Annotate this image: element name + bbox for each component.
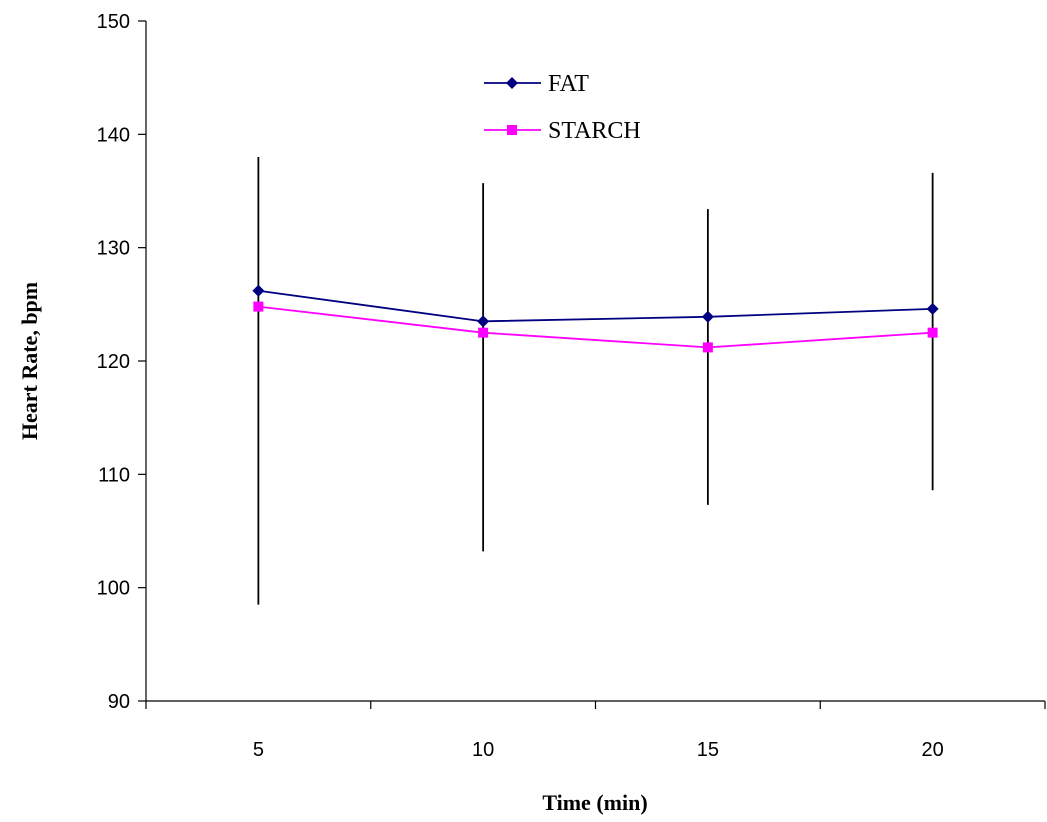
point-fat xyxy=(252,284,265,297)
y-tick-label: 140 xyxy=(97,124,130,146)
series-line-starch xyxy=(258,305,933,349)
point-starch xyxy=(253,301,264,312)
legend-label-fat: FAT xyxy=(548,71,589,97)
point-fat xyxy=(926,302,939,315)
point-starch xyxy=(702,342,713,353)
y-tick-label: 130 xyxy=(97,238,130,260)
legend-marker-starch xyxy=(507,125,517,135)
series-lines xyxy=(258,289,933,349)
x-tick-label: 15 xyxy=(697,739,719,761)
x-tick-label: 10 xyxy=(472,739,494,761)
point-fat xyxy=(477,315,490,328)
point-starch xyxy=(478,327,489,338)
x-axis-title: Time (min) xyxy=(542,790,647,815)
error-bars xyxy=(257,157,934,605)
y-tick-label: 120 xyxy=(97,351,130,373)
series-markers xyxy=(252,284,939,353)
axes xyxy=(138,20,1046,709)
legend-marker-fat xyxy=(506,77,518,89)
legend-label-starch: STARCH xyxy=(548,118,641,144)
point-starch xyxy=(927,327,938,338)
point-fat xyxy=(701,310,714,323)
y-tick-label: 110 xyxy=(98,464,130,486)
legend: FAT STARCH xyxy=(484,71,641,144)
series-line-fat xyxy=(258,289,933,323)
y-tick-label: 100 xyxy=(97,578,130,600)
tick-labels: 90 100 110 120 130 140 150 5 10 15 20 xyxy=(97,11,944,761)
y-tick-label: 150 xyxy=(97,11,130,33)
y-tick-label: 90 xyxy=(108,691,130,713)
x-tick-label: 20 xyxy=(922,739,944,761)
y-axis-title: Heart Rate, bpm xyxy=(17,282,42,440)
x-tick-label: 5 xyxy=(253,739,264,761)
